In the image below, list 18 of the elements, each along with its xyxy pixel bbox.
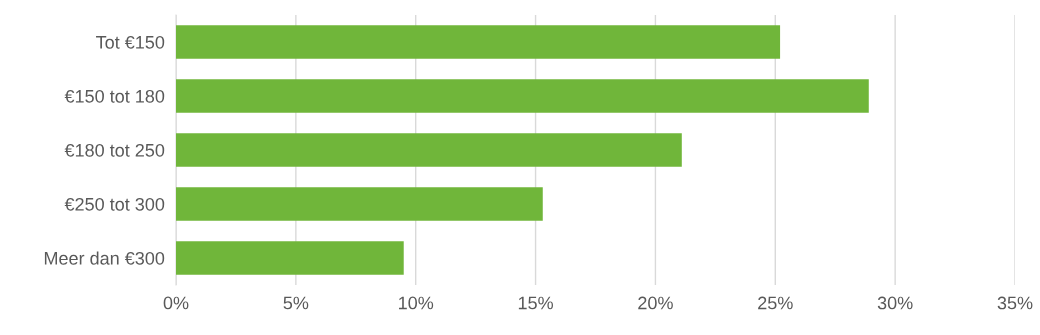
x-tick-label: 20% <box>638 296 673 310</box>
x-tick-label: 10% <box>399 296 434 310</box>
y-tick-label: €250 tot 300 <box>64 197 165 211</box>
y-tick-label: Tot €150 <box>96 35 165 49</box>
x-tick-label: 5% <box>283 296 309 310</box>
bar <box>176 187 543 221</box>
x-tick-label: 30% <box>877 296 913 310</box>
x-tick-label: 25% <box>758 296 793 310</box>
bar <box>176 133 682 167</box>
y-tick-label: Meer dan €300 <box>44 251 165 265</box>
x-tick-label: 35% <box>997 296 1033 310</box>
bar <box>176 25 781 59</box>
bar <box>176 241 404 275</box>
x-tick-label: 15% <box>518 296 553 310</box>
bar <box>176 79 869 113</box>
y-tick-label: €150 tot 180 <box>64 89 165 103</box>
x-tick-label: 0% <box>163 296 189 310</box>
y-tick-label: €180 tot 250 <box>64 143 165 157</box>
